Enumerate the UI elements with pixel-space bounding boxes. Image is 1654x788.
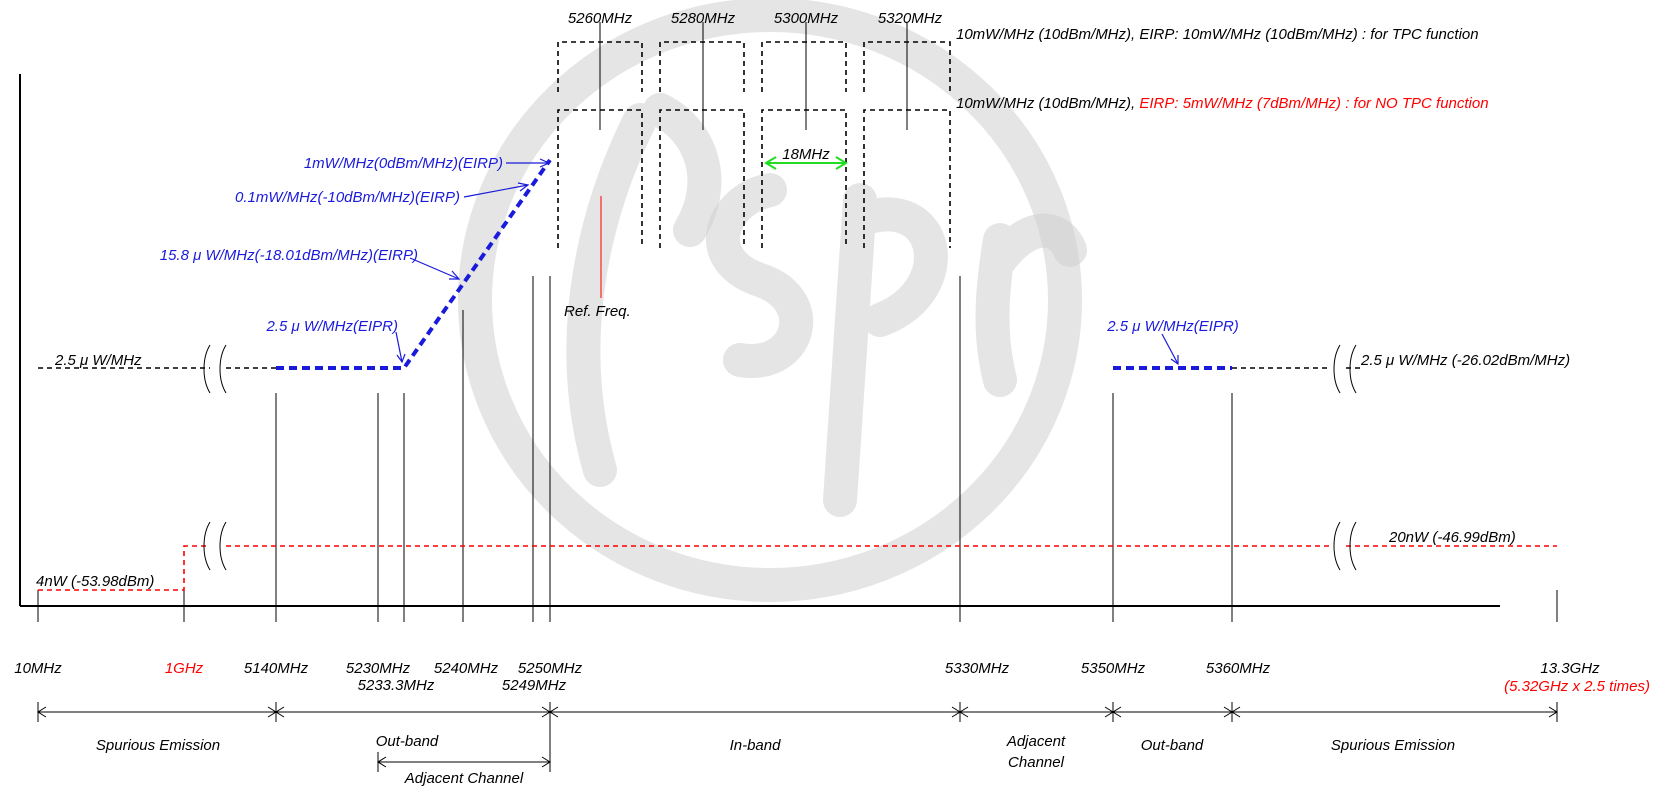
blue-mask-lines [276, 158, 1232, 370]
blue-label-minus10dbm: 0.1mW/MHz(-10dBm/MHz)(EIRP) [235, 189, 460, 206]
frequency-markers [37, 276, 1558, 622]
channel-label-5300: 5300MHz [774, 10, 839, 27]
tick-label-1ghz: 1GHz [165, 660, 204, 677]
blue-pointer-arrows [395, 158, 1179, 366]
blue-label-eipr-right: 2.5 μ W/MHz(EIPR) [1106, 318, 1239, 335]
region-outband-right: Out-band [1141, 737, 1204, 754]
black-level-left-label: 2.5 μ W/MHz [54, 352, 142, 369]
bandwidth-label: 18MHz [782, 146, 830, 163]
channel-center-lines [599, 22, 908, 130]
tick-label-13ghz-note: (5.32GHz x 2.5 times) [1504, 678, 1650, 695]
tpc-note: 10mW/MHz (10dBm/MHz), EIRP: 10mW/MHz (10… [956, 26, 1479, 43]
red-level-left-label: 4nW (-53.98dBm) [36, 573, 154, 590]
watermark-logo [458, 0, 1087, 602]
region-spur-right: Spurious Emission [1331, 737, 1455, 754]
blue-label-minus18dbm: 15.8 μ W/MHz(-18.01dBm/MHz)(EIRP) [160, 247, 418, 264]
tick-label-5249: 5249MHz [502, 677, 567, 694]
region-outband-left: Out-band [376, 733, 439, 750]
tick-label-5140: 5140MHz [244, 660, 309, 677]
blue-label-eipr-left: 2.5 μ W/MHz(EIPR) [265, 318, 398, 335]
notpc-note: 10mW/MHz (10dBm/MHz), EIRP: 5mW/MHz (7dB… [956, 95, 1489, 112]
region-brackets [37, 702, 1558, 772]
channel-label-5260: 5260MHz [568, 10, 633, 27]
channel-label-5320: 5320MHz [878, 10, 943, 27]
tick-label-10mhz: 10MHz [14, 660, 62, 677]
break-marks [203, 344, 1357, 571]
region-adjacent-right-2: Channel [1008, 754, 1065, 771]
region-spur-left: Spurious Emission [96, 737, 220, 754]
tick-label-13ghz: 13.3GHz [1540, 660, 1600, 677]
tick-label-5230: 5230MHz [346, 660, 411, 677]
tick-label-5360: 5360MHz [1206, 660, 1271, 677]
notpc-note-red: EIRP: 5mW/MHz (7dBm/MHz) : for NO TPC fu… [1139, 95, 1488, 112]
tick-label-5350: 5350MHz [1081, 660, 1146, 677]
blue-label-0dbm: 1mW/MHz(0dBm/MHz)(EIRP) [304, 155, 503, 172]
channel-label-5280: 5280MHz [671, 10, 736, 27]
tick-label-5250: 5250MHz [518, 660, 583, 677]
bandwidth-arrow [764, 156, 848, 170]
region-adjacent-left: Adjacent Channel [404, 770, 524, 787]
black-level-right-label: 2.5 μ W/MHz (-26.02dBm/MHz) [1360, 352, 1570, 369]
region-inband: In-band [730, 737, 782, 754]
tick-label-5240: 5240MHz [434, 660, 499, 677]
region-adjacent-right-1: Adjacent [1006, 733, 1066, 750]
red-limit-lines [38, 545, 1557, 591]
red-level-right-label: 20nW (-46.99dBm) [1388, 529, 1516, 546]
tick-label-5233: 5233.3MHz [358, 677, 435, 694]
ref-freq-label: Ref. Freq. [564, 303, 631, 320]
tick-label-5330: 5330MHz [945, 660, 1010, 677]
